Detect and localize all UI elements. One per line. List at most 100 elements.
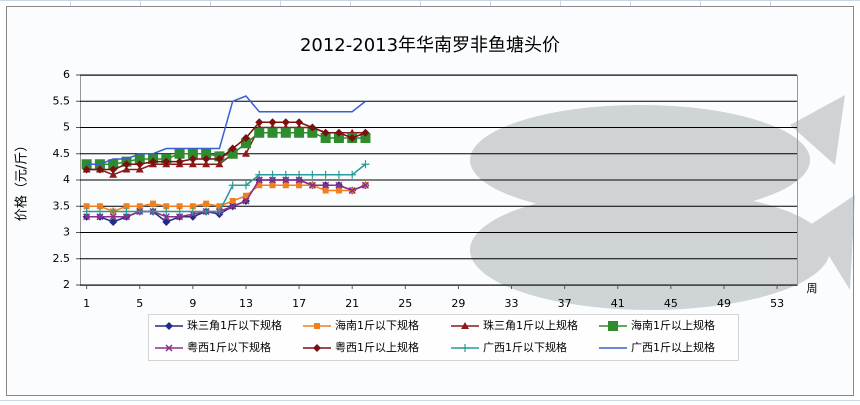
legend-label: 粤西1斤以上规格 — [335, 340, 419, 354]
marker — [174, 148, 185, 159]
y-tick-label: 5.5 — [53, 94, 71, 107]
marker — [134, 154, 145, 164]
marker — [96, 213, 104, 221]
x-tick-label: 1 — [83, 297, 90, 310]
marker — [229, 202, 237, 210]
marker — [308, 123, 317, 132]
legend-label: 珠三角1斤以上规格 — [483, 318, 578, 332]
legend-label: 海南1斤以上规格 — [631, 318, 715, 332]
marker — [215, 207, 224, 216]
legend-label: 海南1斤以下规格 — [335, 318, 419, 332]
marker — [282, 176, 290, 184]
marker — [334, 128, 343, 137]
marker — [268, 176, 277, 184]
marker — [96, 203, 103, 210]
marker — [162, 157, 171, 166]
x-tick-label: 17 — [292, 297, 306, 310]
x-tick-label: 5 — [136, 297, 143, 310]
marker — [255, 170, 264, 179]
series-line — [86, 184, 366, 213]
legend-box — [148, 314, 739, 361]
marker — [281, 118, 290, 127]
marker — [333, 133, 344, 143]
marker — [268, 118, 277, 127]
marker — [135, 207, 144, 216]
marker — [295, 176, 303, 184]
marker — [348, 170, 357, 179]
marker — [240, 138, 251, 149]
marker — [461, 344, 469, 352]
marker — [122, 207, 131, 216]
x-tick-label: 21 — [345, 297, 359, 310]
marker — [202, 160, 211, 168]
marker — [313, 344, 321, 352]
marker — [136, 203, 143, 210]
legend-label: 粤西1斤以下规格 — [187, 340, 271, 354]
marker — [268, 170, 277, 179]
marker — [83, 203, 90, 210]
marker — [188, 207, 197, 216]
marker — [203, 200, 210, 207]
y-tick-label: 2.5 — [53, 252, 71, 265]
marker — [307, 127, 318, 138]
marker — [123, 203, 130, 210]
chart-title: 2012-2013年华南罗非鱼塘头价 — [300, 35, 560, 56]
marker — [280, 127, 291, 138]
marker — [175, 207, 184, 216]
y-tick-label: 2 — [63, 278, 70, 291]
marker — [188, 155, 197, 163]
marker — [150, 200, 157, 207]
x-tick-label: 33 — [505, 297, 519, 310]
x-tick-label: 45 — [664, 297, 678, 310]
marker — [82, 165, 91, 174]
marker — [308, 170, 317, 179]
series-line — [86, 95, 366, 165]
marker — [321, 170, 330, 179]
marker — [255, 176, 263, 184]
marker — [255, 118, 264, 127]
marker — [149, 207, 158, 216]
marker — [163, 203, 170, 210]
x-tick-label: 37 — [558, 297, 572, 310]
marker — [295, 118, 304, 127]
marker — [109, 207, 118, 216]
marker — [149, 157, 158, 166]
legend-label: 珠三角1斤以下规格 — [187, 318, 282, 332]
marker — [241, 181, 250, 190]
y-tick-label: 4 — [63, 173, 70, 186]
marker — [360, 133, 371, 143]
legend-label: 广西1斤以下规格 — [483, 340, 567, 354]
series-line — [86, 121, 366, 171]
marker — [165, 322, 173, 330]
marker — [122, 160, 131, 169]
marker — [109, 170, 118, 178]
marker — [82, 207, 91, 216]
marker — [83, 213, 91, 221]
marker — [175, 157, 184, 166]
marker — [216, 203, 223, 210]
y-tick-label: 5 — [63, 121, 70, 134]
marker — [361, 160, 370, 169]
marker — [254, 127, 265, 138]
marker — [162, 213, 170, 221]
fish-watermark — [470, 95, 855, 310]
marker — [95, 165, 104, 174]
marker — [294, 127, 305, 138]
x-tick-label: 29 — [451, 297, 465, 310]
x-tick-label: 49 — [717, 297, 731, 310]
y-tick-label: 3.5 — [53, 199, 71, 212]
marker — [108, 159, 119, 170]
marker — [215, 155, 224, 163]
marker — [162, 207, 171, 216]
marker — [227, 148, 238, 159]
marker — [189, 203, 196, 210]
marker — [176, 203, 183, 210]
marker — [256, 182, 263, 189]
marker — [122, 165, 131, 173]
marker — [109, 165, 118, 174]
marker — [241, 149, 250, 157]
marker — [295, 170, 304, 179]
marker — [267, 127, 278, 138]
